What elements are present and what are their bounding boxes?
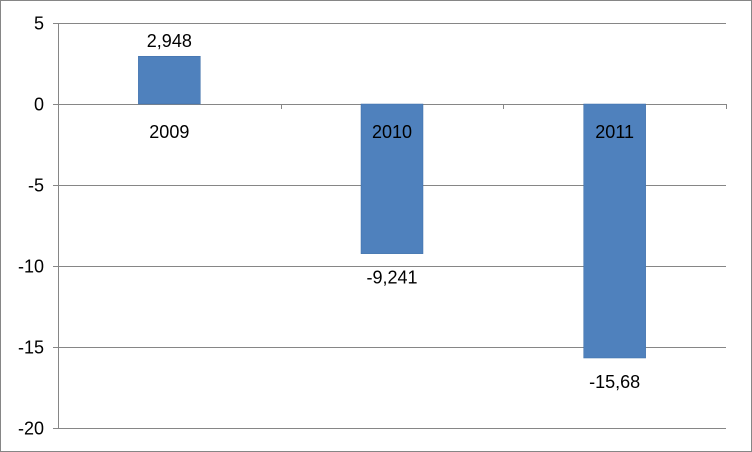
bars (138, 55, 646, 359)
y-tick-label-3: -10 (18, 257, 44, 277)
axes (53, 23, 727, 429)
category-label-2010: 2010 (372, 122, 412, 142)
bar-2011 (583, 103, 646, 359)
y-tick-label-0: 5 (34, 14, 44, 34)
data-label-2009: 2,948 (147, 31, 192, 51)
y-tick-label-2: -5 (28, 176, 44, 196)
category-label-2011: 2011 (595, 122, 634, 142)
category-label-2009: 2009 (149, 122, 189, 142)
y-tick-label-5: -20 (18, 419, 44, 439)
bar-2009 (138, 55, 201, 105)
y-tick-label-1: 0 (34, 95, 44, 115)
labels: 5 0 -5 -10 -15 -20 2,948 2009 -9,241 2010 -15,68 20… (18, 14, 640, 439)
y-tick-label-4: -15 (18, 338, 44, 358)
data-label-2011: -15,68 (589, 372, 640, 392)
data-label-2010: -9,241 (366, 268, 417, 288)
bar-2010 (360, 103, 424, 254)
